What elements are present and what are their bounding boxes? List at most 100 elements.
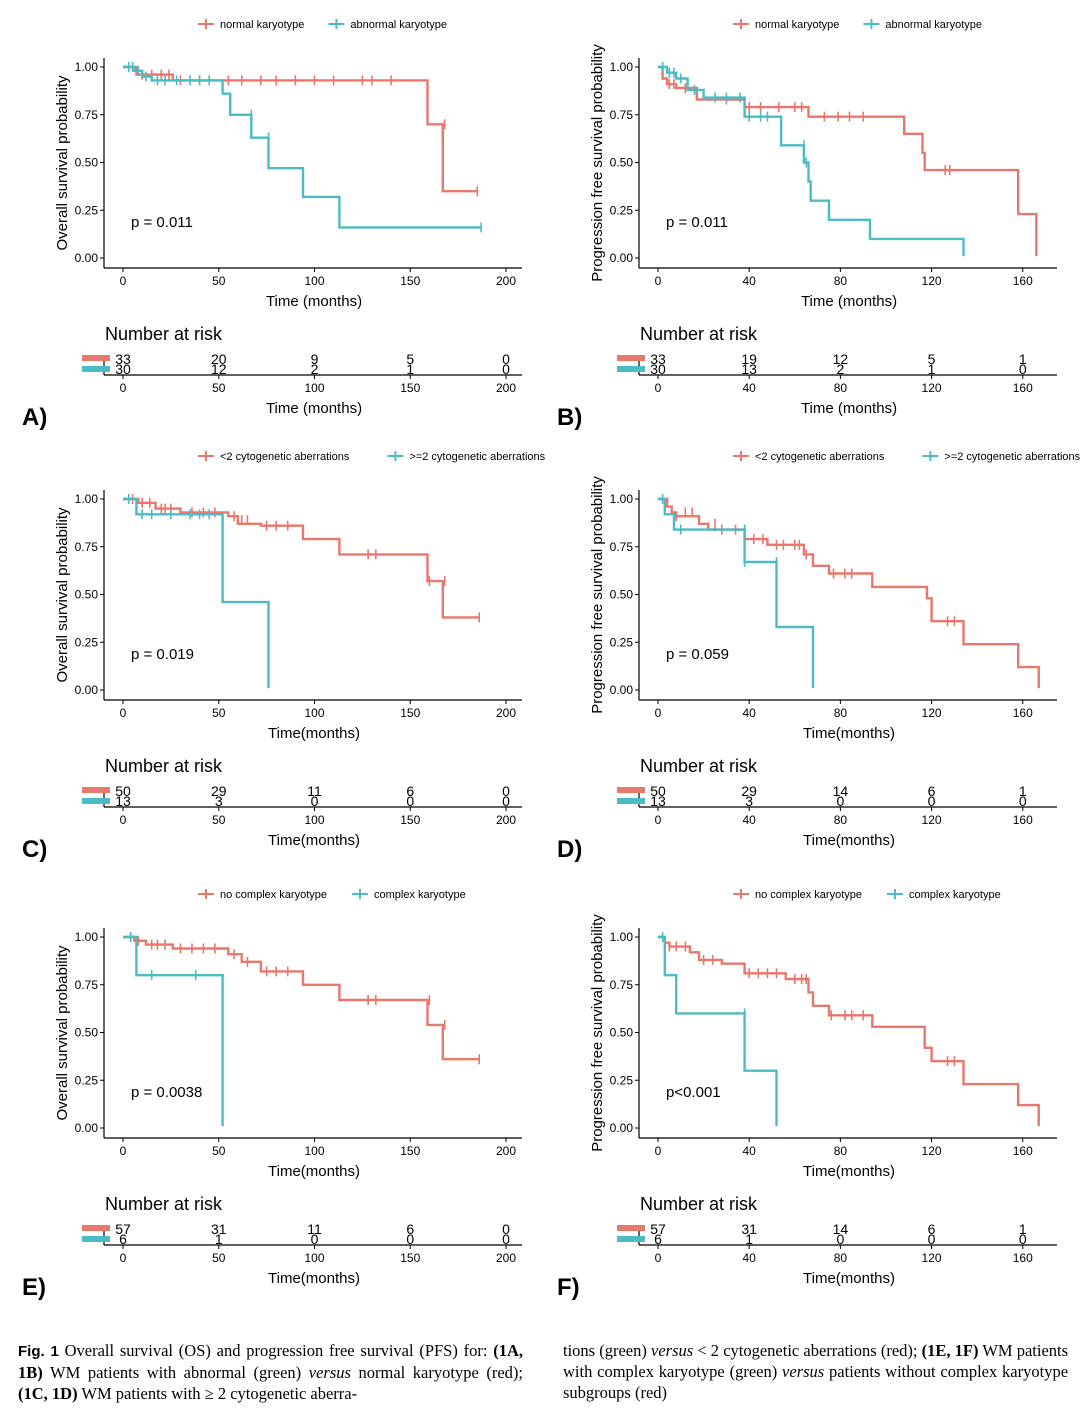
x-tick-label: 150: [400, 274, 420, 288]
risk-count: 0: [311, 1231, 319, 1247]
km-panel-4: <2 cytogenetic aberrations >=2 cytogeneti…: [557, 451, 1081, 863]
risk-x-tick-label: 160: [1013, 1251, 1033, 1265]
risk-x-axis-title: Time (months): [266, 400, 362, 417]
p-value: p = 0.0038: [131, 1084, 202, 1101]
x-axis-title: Time(months): [268, 725, 360, 742]
caption-figure-label: Fig. 1: [18, 1343, 59, 1360]
legend: normal karyotype abnormal karyotype: [733, 19, 982, 31]
y-tick-label: 0.75: [610, 108, 634, 122]
risk-x-tick-label: 0: [120, 1251, 127, 1265]
x-tick-label: 160: [1013, 274, 1033, 288]
x-tick-label: 200: [496, 706, 516, 720]
risk-count: 30: [115, 361, 131, 377]
risk-x-tick-label: 40: [743, 813, 757, 827]
caption-versus: versus: [308, 1363, 351, 1382]
x-tick-label: 120: [922, 706, 942, 720]
risk-table-title: Number at risk: [105, 1194, 223, 1214]
risk-count: 1: [928, 361, 936, 377]
risk-table-title: Number at risk: [640, 1194, 758, 1214]
caption-text: normal karyotype (red);: [358, 1363, 524, 1382]
km-panel-6: no complex karyotype complex karyotype 0.0…: [557, 889, 1057, 1301]
x-tick-label: 80: [834, 1144, 848, 1158]
x-tick-label: 0: [120, 1144, 127, 1158]
risk-count: 29: [741, 783, 757, 799]
risk-table-title: Number at risk: [640, 324, 758, 344]
x-tick-label: 120: [922, 1144, 942, 1158]
y-tick-label: 0.00: [610, 251, 634, 265]
legend-label: abnormal karyotype: [350, 19, 447, 31]
risk-count: 0: [928, 1231, 936, 1247]
risk-count: 5: [928, 351, 936, 367]
caption-text: WM patients with complex karyotype (gree…: [563, 1341, 1069, 1381]
risk-row-swatch-green: [82, 798, 110, 804]
risk-x-tick-label: 0: [120, 813, 127, 827]
legend-label: >=2 cytogenetic aberrations: [944, 451, 1080, 463]
risk-count: 2: [836, 361, 844, 377]
risk-x-tick-label: 50: [212, 813, 226, 827]
risk-count: 30: [650, 361, 666, 377]
survival-curve-red: [658, 65, 1038, 257]
legend-label: no complex karyotype: [755, 889, 862, 901]
risk-x-tick-label: 150: [400, 1251, 420, 1265]
risk-count: 50: [115, 783, 131, 799]
risk-row-swatch-green: [617, 798, 645, 804]
caption-text: WM patients with ≥ 2 cytogenetic aberra-: [81, 1384, 358, 1403]
risk-count: 57: [650, 1221, 666, 1237]
survival-curve-green: [123, 935, 224, 1127]
y-axis-title: Overall survival probability: [54, 75, 71, 251]
y-tick-label: 0.50: [75, 156, 99, 170]
risk-count: 14: [833, 783, 849, 799]
risk-count: 9: [311, 351, 319, 367]
risk-count: 12: [833, 351, 849, 367]
y-tick-label: 0.50: [610, 588, 634, 602]
risk-count: 1: [745, 1231, 753, 1247]
risk-row-swatch-red: [82, 355, 110, 361]
x-tick-label: 0: [655, 706, 662, 720]
risk-count: 0: [502, 783, 510, 799]
y-tick-label: 1.00: [75, 60, 99, 74]
y-tick-label: 0.75: [610, 978, 634, 992]
survival-curve-green: [123, 497, 270, 689]
y-tick-label: 0.75: [75, 978, 99, 992]
risk-table-title: Number at risk: [640, 756, 758, 776]
risk-x-tick-label: 160: [1013, 813, 1033, 827]
risk-row-swatch-red: [617, 1225, 645, 1231]
figure-canvas: normal karyotype abnormal karyotype 0.00 0.…: [22, 19, 1081, 1301]
risk-count: 0: [406, 793, 414, 809]
x-axis-title: Time(months): [268, 1163, 360, 1180]
y-tick-label: 1.00: [610, 492, 634, 506]
risk-count: 6: [119, 1231, 127, 1247]
figure-caption: Fig. 1 Overall survival (OS) and progres…: [18, 1340, 1072, 1420]
risk-count: 1: [406, 361, 414, 377]
legend: normal karyotype abnormal karyotype: [198, 19, 447, 31]
risk-x-tick-label: 0: [120, 381, 127, 395]
y-tick-label: 0.25: [75, 203, 99, 217]
caption-text: patients without complex karyotype subgr…: [563, 1362, 1069, 1402]
panel-label: B): [557, 404, 582, 431]
risk-count: 1: [215, 1231, 223, 1247]
legend-label: normal karyotype: [220, 19, 304, 31]
x-tick-label: 40: [743, 274, 757, 288]
risk-table-title: Number at risk: [105, 324, 223, 344]
risk-x-tick-label: 120: [922, 813, 942, 827]
risk-count: 1: [1019, 1221, 1027, 1237]
risk-x-tick-label: 100: [304, 813, 324, 827]
survival-curve-red: [123, 935, 480, 1061]
panel-label: C): [22, 836, 47, 863]
risk-x-tick-label: 200: [496, 381, 516, 395]
risk-count: 0: [1019, 793, 1027, 809]
risk-count: 14: [833, 1221, 849, 1237]
panel-label: F): [557, 1274, 580, 1301]
x-tick-label: 160: [1013, 1144, 1033, 1158]
y-tick-label: 0.50: [610, 156, 634, 170]
risk-count: 20: [211, 351, 227, 367]
risk-count: 11: [307, 783, 322, 799]
risk-x-tick-label: 150: [400, 813, 420, 827]
risk-x-tick-label: 0: [655, 1251, 662, 1265]
risk-count: 0: [502, 1231, 510, 1247]
risk-x-tick-label: 80: [834, 1251, 848, 1265]
risk-count: 13: [741, 361, 757, 377]
survival-curve-green: [658, 935, 778, 1127]
risk-count: 33: [650, 351, 666, 367]
risk-count: 6: [406, 783, 414, 799]
